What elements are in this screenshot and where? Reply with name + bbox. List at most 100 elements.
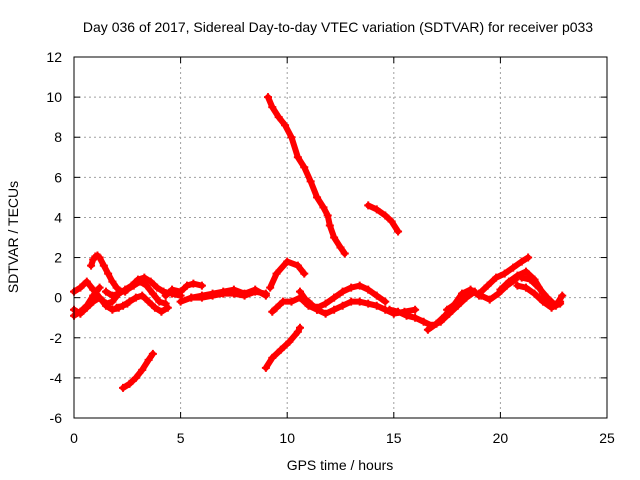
data-point (381, 211, 390, 220)
x-axis-title: GPS time / hours (287, 457, 394, 473)
data-point (157, 307, 166, 316)
data-point (411, 313, 420, 322)
data-point (336, 243, 345, 252)
data-point (521, 267, 530, 276)
data-point (485, 295, 494, 304)
data-point (330, 233, 339, 242)
data-point (114, 289, 123, 298)
data-point (268, 353, 277, 362)
data-point (272, 269, 281, 278)
data-point (268, 307, 277, 316)
data-point (394, 227, 403, 236)
data-point (338, 301, 347, 310)
data-point (460, 291, 469, 300)
data-point (325, 221, 334, 230)
data-point (287, 133, 296, 142)
data-point (142, 281, 151, 290)
y-tick-label: -4 (50, 370, 63, 386)
data-point (387, 217, 396, 226)
y-tick-label: 8 (54, 129, 62, 145)
data-point (146, 277, 155, 286)
x-tick-label: 20 (493, 430, 509, 446)
data-point (131, 373, 140, 382)
data-point (509, 263, 518, 272)
data-point (108, 291, 117, 300)
y-tick-label: 4 (54, 209, 62, 225)
data-point (148, 349, 157, 358)
data-point (276, 345, 285, 354)
data-point (372, 301, 381, 310)
y-tick-label: 12 (46, 49, 62, 65)
data-point (364, 299, 373, 308)
data-point (155, 297, 164, 306)
data-point (517, 273, 526, 282)
data-point (182, 281, 191, 290)
data-point (539, 297, 548, 306)
data-point (440, 311, 449, 320)
data-point (500, 269, 509, 278)
data-point (543, 293, 552, 302)
data-point (197, 291, 206, 300)
data-point (295, 287, 304, 296)
data-point (176, 287, 185, 296)
y-tick-label: 0 (54, 290, 62, 306)
data-point (521, 283, 530, 292)
y-tick-label: -6 (50, 410, 63, 426)
data-point (148, 289, 157, 298)
data-point (240, 289, 249, 298)
data-point (131, 293, 140, 302)
data-point (293, 153, 302, 162)
y-tick-label: 2 (54, 250, 62, 266)
data-point (219, 287, 228, 296)
data-point (513, 281, 522, 290)
data-point (278, 297, 287, 306)
data-point (306, 177, 315, 186)
data-point (313, 305, 322, 314)
data-point (496, 285, 505, 294)
data-point (123, 285, 132, 294)
data-point (163, 303, 172, 312)
y-tick-label: 10 (46, 89, 62, 105)
data-point (119, 301, 128, 310)
data-point (385, 305, 394, 314)
data-point (151, 303, 160, 312)
data-point (504, 277, 513, 286)
data-point (261, 363, 270, 372)
series-arc-15 (262, 324, 303, 371)
data-point (197, 281, 206, 290)
data-point (266, 283, 275, 292)
data-point (87, 261, 96, 270)
axis-ticks: 0 5 10 15 20 25 -6 -4 -2 0 2 4 6 8 10 12 (46, 49, 615, 446)
data-point (558, 291, 567, 300)
data-point (338, 287, 347, 296)
x-tick-label: 15 (386, 430, 402, 446)
data-point (144, 297, 153, 306)
data-point (300, 163, 309, 172)
data-point (176, 297, 185, 306)
data-point (281, 121, 290, 130)
chart-title: Day 036 of 2017, Sidereal Day-to-day VTE… (83, 19, 593, 35)
data-point (125, 297, 134, 306)
data-point (394, 307, 403, 316)
data-point (82, 301, 91, 310)
data-point (274, 113, 283, 122)
data-point (129, 281, 138, 290)
data-point (99, 261, 108, 270)
data-point (524, 253, 533, 262)
data-point (355, 297, 364, 306)
data-point (355, 281, 364, 290)
data-point (304, 297, 313, 306)
data-point (140, 273, 149, 282)
data-point (153, 283, 162, 292)
y-axis-title: SDTVAR / TECUs (5, 181, 21, 293)
plot-frame (73, 56, 608, 419)
data-point (423, 325, 432, 334)
data-point (534, 283, 543, 292)
data-point (76, 283, 85, 292)
data-point (483, 281, 492, 290)
data-point (283, 257, 292, 266)
data-point (300, 269, 309, 278)
data-point (125, 379, 134, 388)
data-point (138, 365, 147, 374)
